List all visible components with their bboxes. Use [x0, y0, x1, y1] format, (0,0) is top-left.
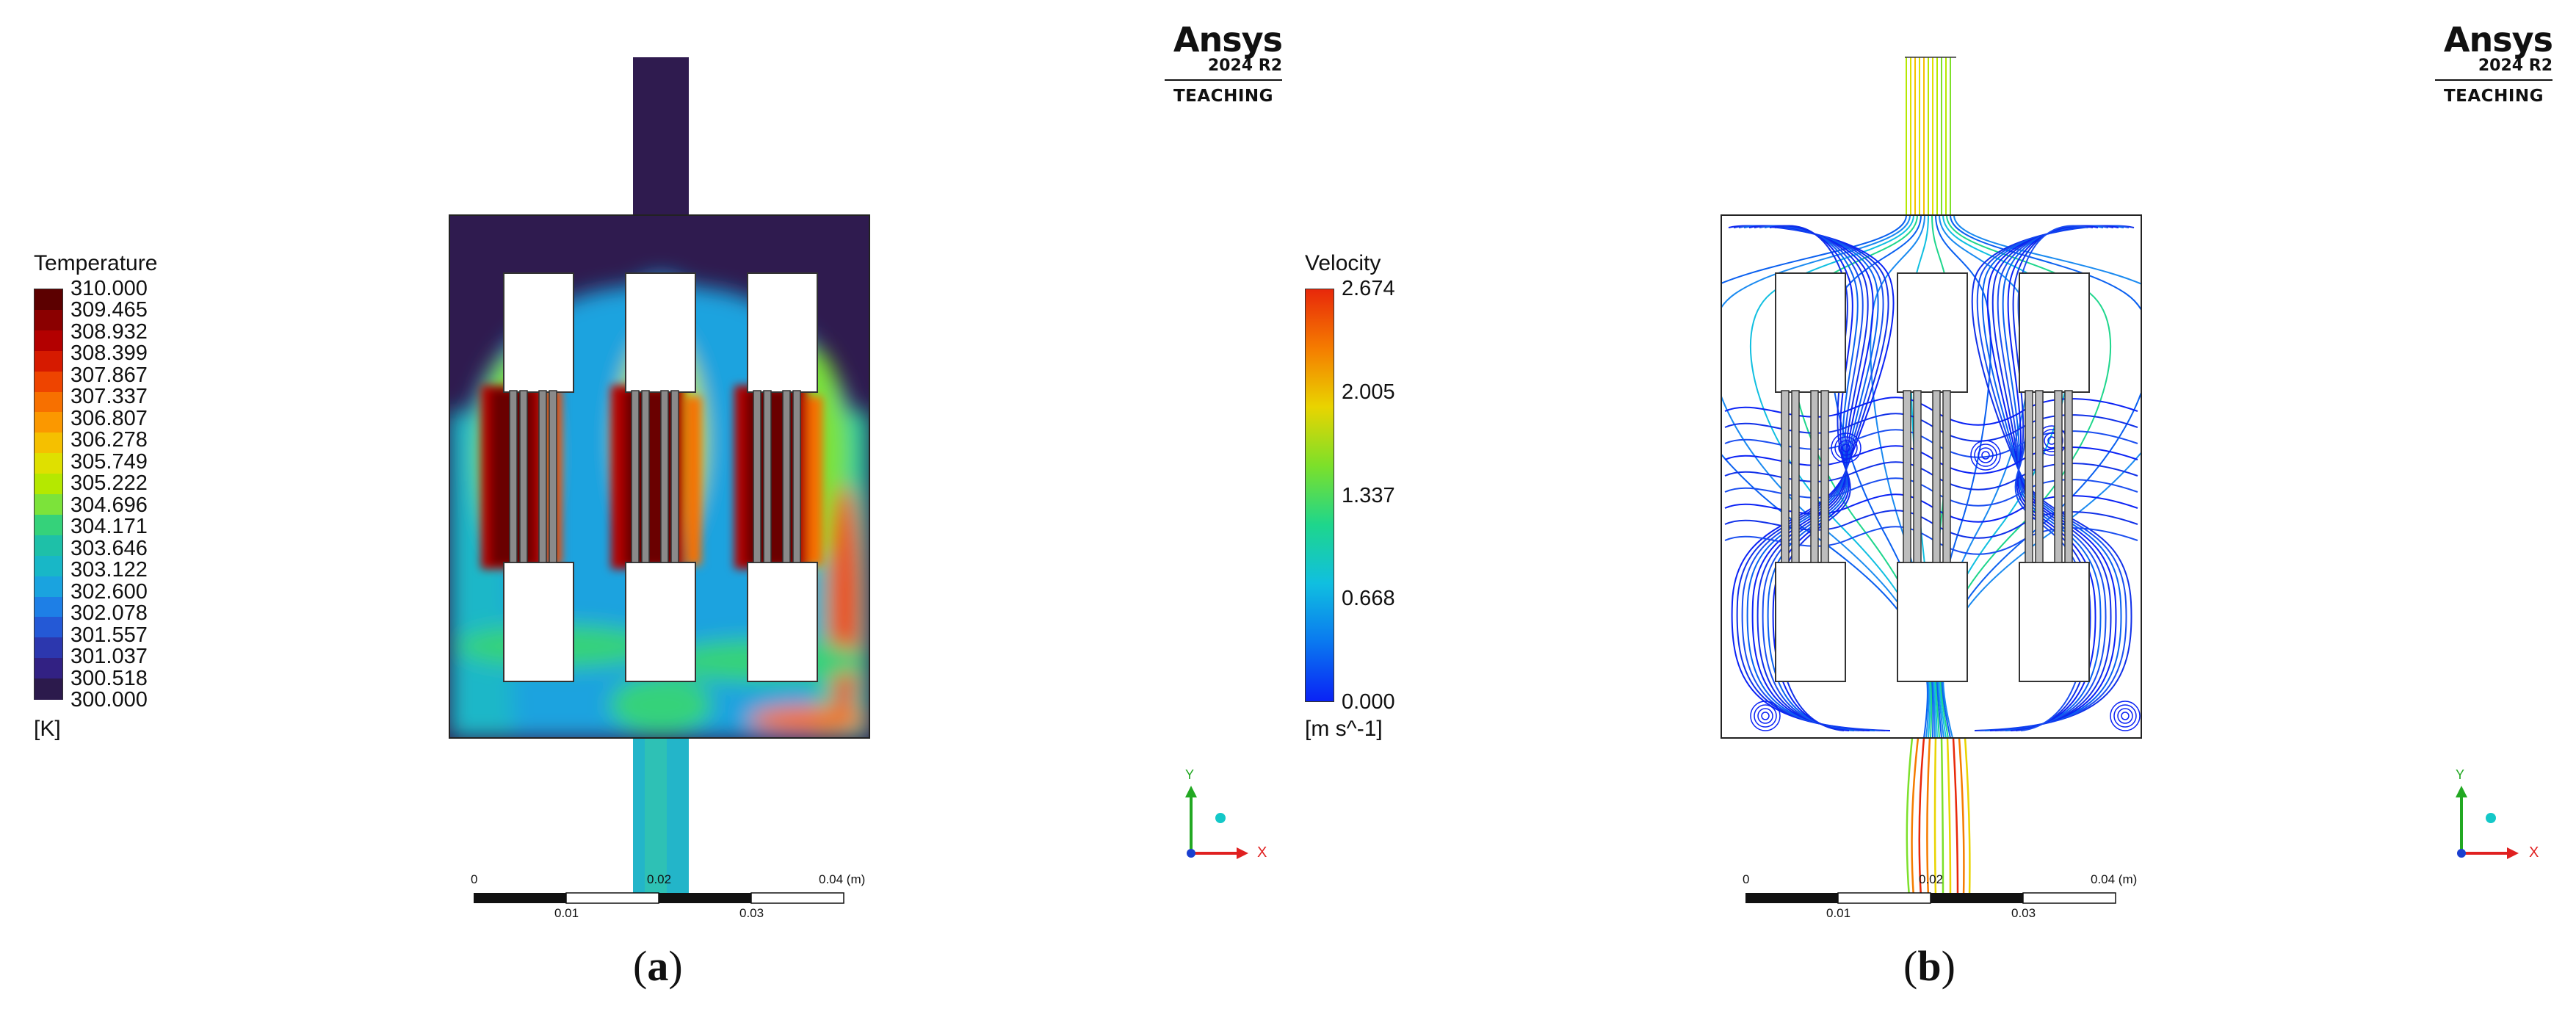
- inlet-streamlines: [1905, 57, 1956, 220]
- panel-caption: (a): [633, 942, 683, 990]
- legend-tick-label: 306.278: [70, 428, 148, 452]
- scale-tick: 0.02: [1919, 872, 1944, 886]
- legend-tick-label: 302.600: [70, 579, 148, 604]
- legend-color-band: [35, 678, 62, 701]
- component-block: [1897, 272, 1968, 393]
- legend-unit: [m s^-1]: [1305, 717, 1383, 741]
- axis-x-label: X: [2529, 844, 2539, 861]
- component-block: [503, 272, 574, 393]
- scale-tick: 0.03: [2011, 906, 2036, 920]
- legend-color-band: [35, 514, 62, 536]
- axis-x-label: X: [1257, 844, 1267, 861]
- scale-tick: 0: [471, 872, 478, 886]
- velocity-color-bar: [1305, 289, 1334, 702]
- legend-color-band: [35, 433, 62, 455]
- temperature-contour-plot: [449, 57, 870, 898]
- legend-tick-label: 308.399: [70, 341, 148, 366]
- component-block: [1775, 272, 1846, 393]
- legend-title: Temperature: [34, 251, 158, 275]
- legend-tick-label: 307.867: [70, 363, 148, 387]
- component-block: [1775, 562, 1846, 682]
- legend-tick-label: 308.932: [70, 319, 148, 344]
- component-block: [2019, 272, 2090, 393]
- legend-tick-label: 305.222: [70, 471, 148, 496]
- legend-color-band: [35, 371, 62, 393]
- scale-tick: 0.04 (m): [819, 872, 866, 886]
- component-block: [2019, 562, 2090, 682]
- legend-tick-label: 0.000: [1342, 690, 1395, 714]
- legend-tick-label: 2.674: [1342, 277, 1395, 300]
- velocity-streamline-plot: [1721, 57, 2142, 898]
- component-block: [625, 562, 696, 682]
- inlet-pipe: [633, 57, 689, 216]
- legend-color-band: [35, 474, 62, 496]
- legend-color-band: [35, 617, 62, 639]
- outlet-streamlines: [1906, 737, 1971, 898]
- velocity-streamline-panel: Velocity 2.674 2.005 1.337 0.668 0.000 [m s^…: [1288, 0, 2576, 1017]
- axis-triad: [1185, 786, 1248, 859]
- legend-tick-label: 301.037: [70, 645, 148, 669]
- component-block: [503, 562, 574, 682]
- scale-tick: 0.01: [1826, 906, 1851, 920]
- legend-unit: [K]: [34, 717, 61, 741]
- legend-color-band: [35, 596, 62, 618]
- legend-tick-label: 2.005: [1342, 380, 1395, 404]
- legend-color-band: [35, 350, 62, 372]
- component-block: [747, 562, 818, 682]
- legend-color-band: [35, 289, 62, 311]
- legend-tick-label: 306.807: [70, 406, 148, 430]
- legend-color-band: [35, 330, 62, 352]
- legend-tick-label: 304.171: [70, 515, 148, 539]
- legend-title: Velocity: [1305, 251, 1381, 275]
- legend-tick-label: 0.668: [1342, 587, 1395, 611]
- scale-tick: 0: [1743, 872, 1750, 886]
- ansys-logo: Ansys 2024 R2 TEACHING: [2435, 22, 2553, 106]
- temperature-color-bar: [34, 289, 63, 701]
- scale-tick: 0.01: [554, 906, 579, 920]
- legend-color-band: [35, 494, 62, 516]
- component-block: [625, 272, 696, 393]
- legend-tick-label: 301.557: [70, 623, 148, 647]
- component-block: [747, 272, 818, 393]
- legend-color-band: [35, 412, 62, 434]
- legend-tick-label: 1.337: [1342, 483, 1395, 507]
- legend-color-band: [35, 637, 62, 659]
- legend-tick-label: 309.465: [70, 298, 148, 322]
- scale-tick: 0.02: [647, 872, 672, 886]
- scale-tick: 0.04 (m): [2091, 872, 2138, 886]
- legend-tick-label: 310.000: [70, 277, 148, 300]
- temperature-contour-panel: Temperature 310.000 309.465 308.932 308.399…: [34, 22, 1283, 990]
- legend-color-band: [35, 391, 62, 413]
- legend-color-band: [35, 453, 62, 475]
- legend-tick-label: 304.696: [70, 493, 148, 517]
- legend-tick-label: 305.749: [70, 449, 148, 474]
- ansys-logo: Ansys 2024 R2 TEACHING: [1165, 22, 1283, 106]
- component-block: [1897, 562, 1968, 682]
- axis-triad: [2456, 786, 2519, 859]
- legend-color-band: [35, 555, 62, 577]
- legend-tick-label: 303.122: [70, 558, 148, 582]
- legend-color-band: [35, 576, 62, 598]
- legend-tick-label: 303.646: [70, 536, 148, 560]
- legend-tick-label: 302.078: [70, 601, 148, 626]
- legend-color-band: [35, 309, 62, 331]
- legend-color-band: [35, 535, 62, 557]
- axis-y-label: Y: [2456, 767, 2465, 782]
- legend-color-band: [35, 658, 62, 680]
- legend-tick-label: 300.000: [70, 688, 148, 712]
- legend-tick-label: 300.518: [70, 666, 148, 690]
- axis-y-label: Y: [1185, 767, 1195, 782]
- legend-tick-label: 307.337: [70, 385, 148, 409]
- scale-tick: 0.03: [739, 906, 764, 920]
- panel-caption: (b): [1903, 942, 1955, 990]
